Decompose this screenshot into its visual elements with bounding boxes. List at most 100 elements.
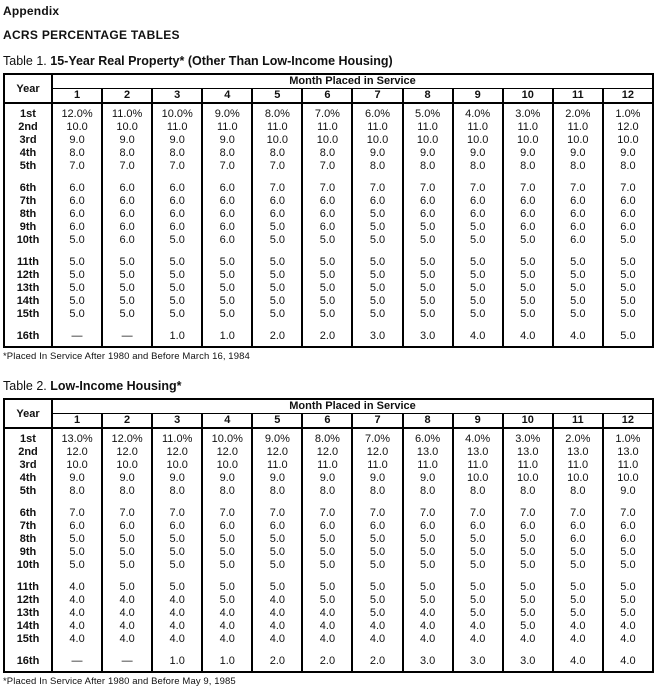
percentage-cell: 5.0 (251, 532, 303, 545)
percentage-cell: 7.0 (301, 181, 353, 194)
percentage-cell: 13.0 (401, 445, 453, 458)
percentage-cell: 7.0 (451, 506, 503, 519)
percentage-cell: 1.0% (601, 107, 653, 120)
percentage-cell: 6.0 (551, 233, 603, 246)
month-column-header: 3 (151, 88, 203, 104)
year-row-label: 5th (3, 159, 52, 172)
percentage-cell: 8.0% (301, 432, 353, 445)
percentage-cell: 5.0 (50, 532, 103, 545)
percentage-cell: 3.0 (401, 329, 453, 342)
percentage-cell: 6.0 (50, 194, 103, 207)
percentage-cell: 3.0% (501, 432, 553, 445)
percentage-cell: 11.0 (501, 458, 553, 471)
percentage-cell: 9.0 (351, 146, 403, 159)
percentage-cell: 5.0 (351, 545, 403, 558)
year-row-label: 6th (3, 506, 52, 519)
percentage-cell: 6.0 (151, 519, 203, 532)
table2-caption-title: Low-Income Housing* (50, 379, 182, 393)
year-row-label: 14th (3, 294, 52, 307)
percentage-cell: 11.0 (351, 120, 403, 133)
percentage-cell: 7.0% (351, 432, 403, 445)
percentage-cell: 5.0 (451, 558, 503, 571)
percentage-cell: 5.0% (401, 107, 453, 120)
percentage-cell: 7.0% (301, 107, 353, 120)
month-placed-in-service-header: Month Placed in Service (51, 74, 653, 89)
percentage-cell: 8.0 (101, 484, 153, 497)
percentage-cell: 6.0 (551, 207, 603, 220)
percentage-cell: 5.0 (151, 545, 203, 558)
year-column-header: Year (3, 399, 52, 429)
percentage-cell: 5.0 (301, 593, 353, 606)
percentage-cell: 4.0 (50, 632, 103, 645)
percentage-cell: 4.0 (301, 632, 353, 645)
month-column-header: 6 (301, 88, 353, 104)
percentage-cell: 6.0 (50, 181, 103, 194)
year-row-label: 12th (3, 268, 52, 281)
percentage-cell: 5.0 (50, 307, 103, 320)
percentage-cell: 9.0 (601, 484, 653, 497)
percentage-cell: 6.0 (201, 519, 253, 532)
percentage-cell: 6.0 (101, 220, 153, 233)
percentage-cell: 5.0 (401, 281, 453, 294)
percentage-cell: 10.0 (551, 471, 603, 484)
percentage-cell: 5.0 (451, 606, 503, 619)
percentage-cell: 4.0 (50, 593, 103, 606)
percentage-cell: 5.0 (50, 233, 103, 246)
percentage-cell: 9.0 (151, 471, 203, 484)
percentage-cell: 5.0 (151, 294, 203, 307)
percentage-cell: 13.0 (451, 445, 503, 458)
percentage-cell: 12.0% (101, 432, 153, 445)
percentage-cell: 5.0 (301, 545, 353, 558)
percentage-cell: 11.0 (501, 120, 553, 133)
percentage-cell: 9.0 (101, 133, 153, 146)
percentage-cell: 5.0 (201, 532, 253, 545)
percentage-cell: 6.0 (301, 194, 353, 207)
table-row: 5th 7.0 7.0 7.0 7.0 7.0 7.0 8.0 8.0 8.0 8.0 8.0 8.0 (3, 159, 653, 172)
spacer-row (3, 246, 653, 255)
year-row-label: 6th (3, 181, 52, 194)
percentage-cell: 8.0 (401, 484, 453, 497)
month-column-header: 1 (50, 88, 103, 104)
percentage-cell: 1.0 (151, 329, 203, 342)
percentage-cell: 7.0 (101, 506, 153, 519)
percentage-cell: 5.0 (601, 329, 653, 342)
percentage-cell: 4.0 (551, 654, 603, 667)
percentage-cell: 7.0 (551, 506, 603, 519)
month-column-header: 2 (101, 88, 153, 104)
month-column-header: 5 (251, 88, 303, 104)
percentage-cell: 10.0% (151, 107, 203, 120)
percentage-cell: 5.0 (351, 268, 403, 281)
percentage-cell: 5.0 (251, 233, 303, 246)
percentage-cell: 5.0 (50, 558, 103, 571)
percentage-cell: 5.0 (151, 281, 203, 294)
table1-footnote: *Placed In Service After 1980 and Before… (3, 351, 250, 362)
percentage-cell: 11.0 (201, 120, 253, 133)
percentage-cell: 5.0 (351, 220, 403, 233)
percentage-cell: 2.0 (251, 329, 303, 342)
percentage-cell: 7.0 (201, 159, 253, 172)
table-row: 2nd 10.0 10.0 11.0 11.0 11.0 11.0 11.0 11.0 11.0 1… (3, 120, 653, 133)
percentage-cell: 6.0 (251, 194, 303, 207)
year-row-label: 8th (3, 532, 52, 545)
percentage-cell: 6.0 (551, 194, 603, 207)
percentage-cell: 5.0 (301, 558, 353, 571)
percentage-cell: 12.0 (601, 120, 653, 133)
percentage-cell: 4.0 (201, 619, 253, 632)
table-row: 8th 5.0 5.0 5.0 5.0 5.0 5.0 5.0 5.0 5.0 5.0 6.0 6.0 (3, 532, 653, 545)
table-row: 7th 6.0 6.0 6.0 6.0 6.0 6.0 6.0 6.0 6.0 6.0 6.0 6.0 (3, 519, 653, 532)
percentage-cell: 5.0 (601, 255, 653, 268)
percentage-cell: 5.0 (151, 268, 203, 281)
percentage-cell: 7.0 (151, 506, 203, 519)
table1-caption-prefix: Table 1. (3, 54, 47, 68)
percentage-cell: 8.0 (551, 484, 603, 497)
percentage-cell: 6.0 (201, 194, 253, 207)
year-row-label: 9th (3, 545, 52, 558)
percentage-cell: 10.0 (451, 471, 503, 484)
percentage-cell: 5.0 (201, 580, 253, 593)
percentage-cell: 5.0 (301, 294, 353, 307)
percentage-cell: 5.0 (501, 307, 553, 320)
percentage-cell: 4.0 (601, 632, 653, 645)
percentage-cell: 6.0 (601, 194, 653, 207)
percentage-cell: 6.0 (551, 519, 603, 532)
